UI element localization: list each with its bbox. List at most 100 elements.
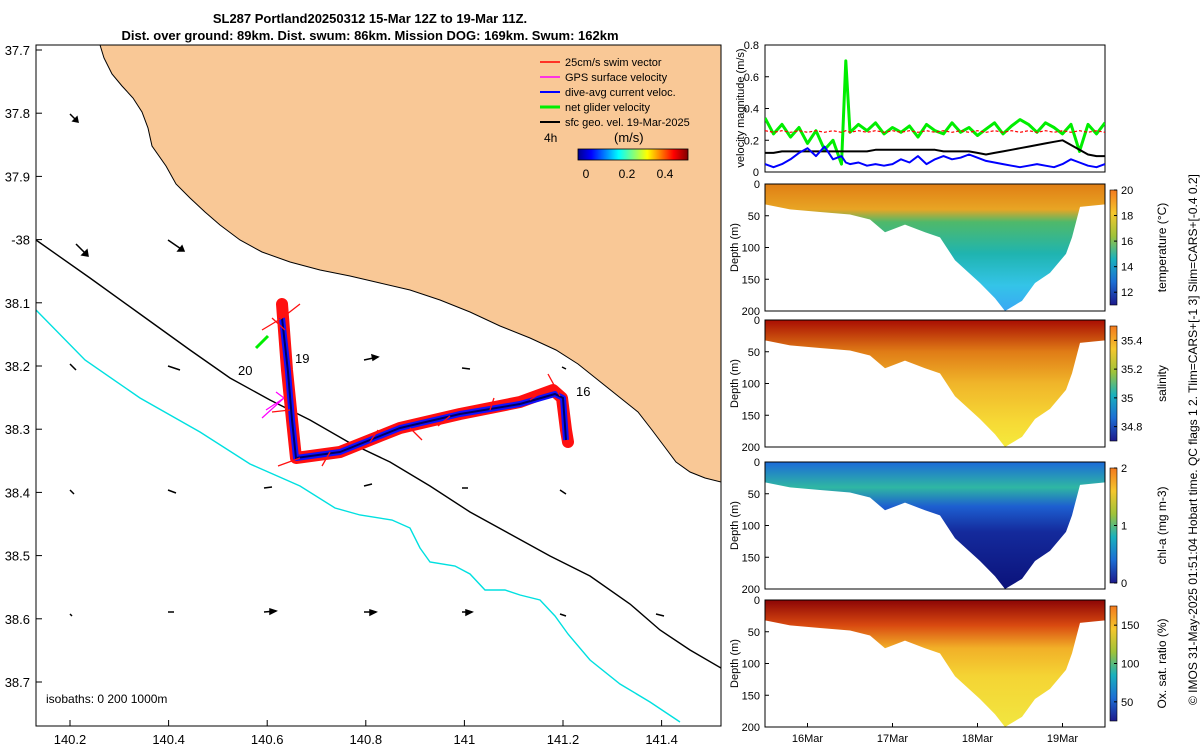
colorbar-tick-label: 1 bbox=[1121, 521, 1127, 533]
section-ytick-label: 150 bbox=[742, 410, 760, 422]
section-data-field bbox=[765, 320, 1105, 447]
colorbar-tick-label: 35 bbox=[1121, 393, 1133, 405]
land-area bbox=[99, 45, 721, 483]
colorbar-tick-label: 16 bbox=[1121, 236, 1133, 248]
xtick-label: 19Mar bbox=[1047, 733, 1079, 745]
section-ytick-label: 200 bbox=[742, 442, 760, 454]
gps-surface-vectors bbox=[261, 391, 285, 419]
section-panel: 0 50 100 150 200 Depth (m) 2 1 0 chl-a (mg m-3) bbox=[729, 457, 1169, 596]
section-colorbar bbox=[1109, 189, 1118, 306]
section-ytick-label: 0 bbox=[754, 595, 760, 607]
section-ytick-label: 150 bbox=[742, 274, 760, 286]
legend-label-gps: GPS surface velocity bbox=[565, 72, 668, 84]
xtick-label: 17Mar bbox=[877, 733, 909, 745]
map-lat-ticks: 37.7 37.8 37.9 -38 38.1 38.2 38.3 38.4 38.5 38.6 3… bbox=[5, 43, 42, 690]
section-colorbar-label: salinity bbox=[1155, 365, 1169, 402]
lat-tick-label: 37.9 bbox=[5, 169, 30, 184]
lat-tick-label: 37.7 bbox=[5, 43, 30, 58]
colorbar-tick-label: 34.8 bbox=[1121, 422, 1142, 434]
velocity-frame bbox=[764, 44, 1106, 173]
section-ytick-label: 100 bbox=[742, 659, 760, 671]
section-ytick-label: 100 bbox=[742, 521, 760, 533]
section-ytick-label: 0 bbox=[754, 315, 760, 327]
colorbar-tick-label: 150 bbox=[1121, 620, 1139, 632]
section-xticks: 16Mar 17Mar 18Mar 19Mar bbox=[792, 723, 1079, 745]
day-label-16: 16 bbox=[576, 384, 590, 399]
section-data-field bbox=[765, 462, 1105, 589]
section-ytick-label: 150 bbox=[742, 690, 760, 702]
colorbar-tick-label: 20 bbox=[1121, 185, 1133, 197]
colorbar-tick-0: 0 bbox=[583, 167, 590, 181]
lon-tick-label: 140.2 bbox=[54, 732, 87, 747]
section-ytick-label: 200 bbox=[742, 722, 760, 734]
lat-tick-label: 37.8 bbox=[5, 106, 30, 121]
legend-label-current: dive-avg current veloc. bbox=[565, 87, 676, 99]
section-data-field bbox=[765, 600, 1105, 727]
deep-isobath-1000m bbox=[36, 309, 681, 723]
section-colorbar-label: chl-a (mg m-3) bbox=[1155, 486, 1169, 564]
shelf-isobath-200m bbox=[36, 239, 721, 669]
section-ytick-label: 50 bbox=[748, 489, 760, 501]
colorbar-tick-label: 35.4 bbox=[1121, 335, 1142, 347]
lon-tick-label: 141.4 bbox=[645, 732, 678, 747]
colorbar-tick-label: 50 bbox=[1121, 697, 1133, 709]
lat-tick-label: 38.2 bbox=[5, 359, 30, 374]
provenance-note: © IMOS 31-May-2025 01:51:04 Hobart time.… bbox=[1186, 174, 1200, 705]
glider-track bbox=[254, 298, 574, 467]
velocity-series-line bbox=[765, 145, 1105, 169]
lat-tick-label: 38.6 bbox=[5, 612, 30, 627]
velocity-ytick-label: 0.2 bbox=[744, 135, 759, 147]
isobaths-label: isobaths: 0 200 1000m bbox=[46, 692, 167, 706]
velocity-series-line bbox=[765, 130, 1105, 133]
colorbar-tick-label: 100 bbox=[1121, 659, 1139, 671]
section-ytick-label: 50 bbox=[748, 627, 760, 639]
colorbar-tick-label: 0 bbox=[1121, 578, 1127, 590]
section-ytick-label: 0 bbox=[754, 179, 760, 191]
lat-tick-label: 38.3 bbox=[5, 422, 30, 437]
colorbar-tick-02: 0.2 bbox=[619, 167, 636, 181]
velocity-series bbox=[765, 59, 1105, 169]
section-ytick-label: 100 bbox=[742, 243, 760, 255]
net-glider-path bbox=[281, 317, 567, 460]
day-label-20: 20 bbox=[238, 363, 252, 378]
colorbar-tick-label: 12 bbox=[1121, 287, 1133, 299]
lon-tick-label: 140.6 bbox=[251, 732, 284, 747]
chart-title-line2: Dist. over ground: 89km. Dist. swum: 86k… bbox=[121, 28, 619, 43]
section-data-field bbox=[765, 184, 1105, 311]
section-ylabel: Depth (m) bbox=[729, 639, 741, 688]
colorbar-tick-04: 0.4 bbox=[657, 167, 674, 181]
velocity-series-line bbox=[765, 139, 1105, 158]
velocity-ytick-label: 0.8 bbox=[744, 40, 759, 52]
xtick-label: 16Mar bbox=[792, 733, 824, 745]
legend-corner-label: 4h bbox=[544, 131, 557, 145]
net-velocity-start bbox=[254, 334, 270, 350]
section-ylabel: Depth (m) bbox=[729, 359, 741, 408]
section-ytick-label: 200 bbox=[742, 306, 760, 318]
section-colorbar-label: temperature (°C) bbox=[1155, 203, 1169, 293]
section-ytick-label: 50 bbox=[748, 347, 760, 359]
lat-tick-label: 38.7 bbox=[5, 675, 30, 690]
colorbar-tick-label: 2 bbox=[1121, 463, 1127, 475]
velocity-ylabel: velocity magnitude (m/s) bbox=[735, 48, 747, 167]
velocity-series-line bbox=[765, 59, 1105, 166]
lat-tick-label: 38.1 bbox=[5, 296, 30, 311]
colorbar-unit-label: (m/s) bbox=[614, 130, 644, 145]
lat-tick-label: 38.5 bbox=[5, 549, 30, 564]
lon-tick-label: 141.2 bbox=[547, 732, 580, 747]
xtick-label: 18Mar bbox=[962, 733, 994, 745]
velocity-ytick-label: 0.6 bbox=[744, 72, 759, 84]
lat-tick-label: 38.4 bbox=[5, 485, 30, 500]
lat-tick-label: -38 bbox=[11, 233, 30, 248]
map-legend: 25cm/s swim vector GPS surface velocity … bbox=[540, 57, 690, 181]
section-ytick-label: 0 bbox=[754, 457, 760, 469]
section-ytick-label: 150 bbox=[742, 552, 760, 564]
lon-tick-label: 140.8 bbox=[350, 732, 383, 747]
map-panel bbox=[35, 44, 722, 727]
velocity-panel: 0 0.2 0.4 0.6 0.8 velocity magnitude (m/s) bbox=[735, 40, 1106, 179]
section-ytick-label: 100 bbox=[742, 379, 760, 391]
colorbar-tick-label: 14 bbox=[1121, 262, 1133, 274]
legend-label-geo: sfc geo. vel. 19-Mar-2025 bbox=[565, 117, 690, 129]
day-label-19: 19 bbox=[295, 351, 309, 366]
